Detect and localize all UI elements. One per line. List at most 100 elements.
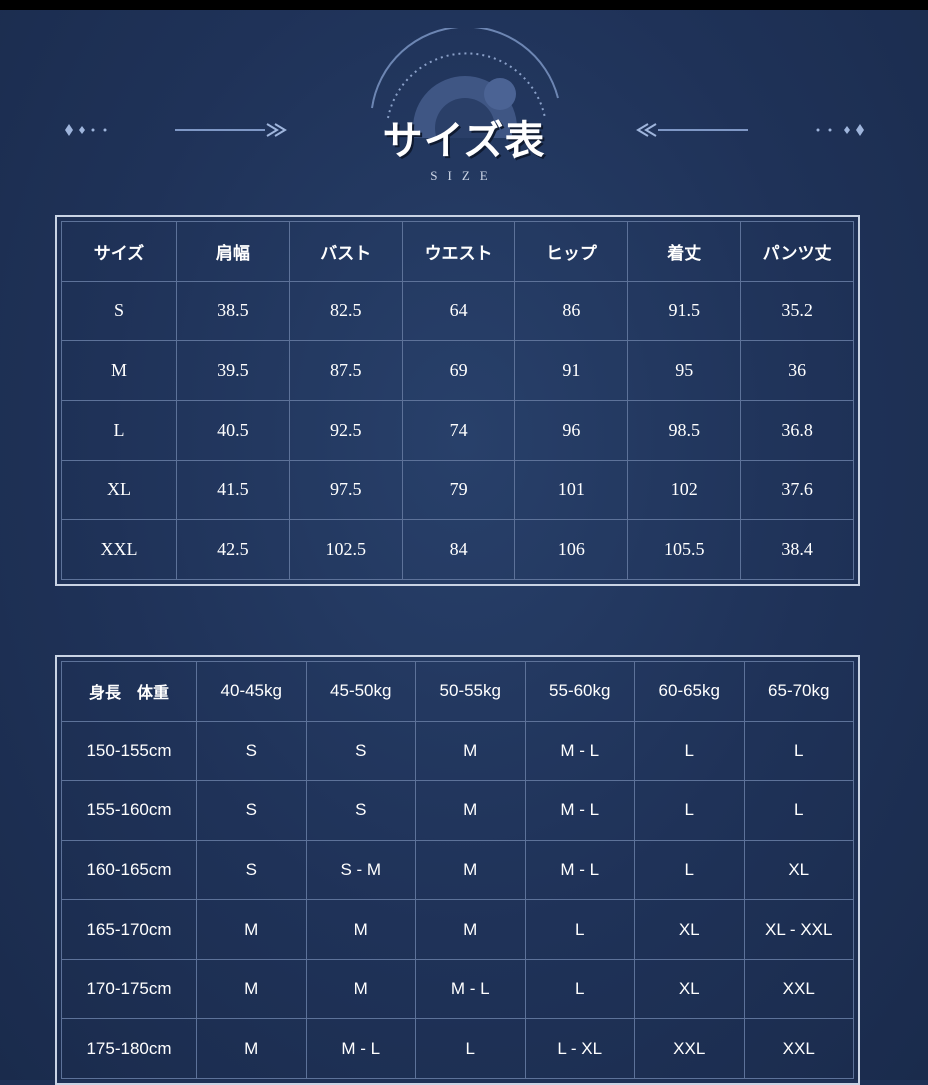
table-cell: 91.5 [627, 280, 742, 342]
table-cell: S - M [305, 839, 416, 901]
column-header: サイズ [61, 221, 177, 282]
table-cell: 87.5 [288, 340, 403, 401]
column-header: ウエスト [401, 221, 516, 282]
table-cell: XL [61, 459, 177, 521]
table-cell: M [415, 899, 526, 960]
table-cell: S [305, 780, 416, 841]
table-cell: M [415, 839, 526, 901]
table-cell: M [305, 899, 416, 960]
table-cell: XL - XXL [743, 899, 854, 960]
table-cell: 175-180cm [61, 1018, 197, 1079]
column-header: 身長 体重 [61, 661, 197, 722]
table-row: M 39.5 87.5 69 91 95 36 [61, 340, 854, 401]
header-row: 身長 体重 40-45kg 45-50kg 50-55kg 55-60kg 60-65kg… [61, 661, 854, 722]
table-cell: 42.5 [176, 519, 290, 580]
table-cell: L [743, 720, 854, 782]
table-cell: 38.5 [176, 280, 290, 342]
table-cell: L [634, 720, 745, 782]
table-cell: 102 [627, 459, 742, 521]
table-cell: S [61, 280, 177, 342]
table-cell: M [61, 340, 177, 401]
left-ornament-icon [65, 123, 287, 137]
column-header: 40-45kg [196, 661, 307, 722]
table-cell: 155-160cm [61, 780, 197, 841]
table-cell: 95 [627, 340, 742, 401]
table-cell: L [743, 780, 854, 841]
table-cell: L [61, 399, 177, 461]
table-cell: 38.4 [740, 519, 854, 580]
column-header: パンツ丈 [740, 221, 854, 282]
top-bar [0, 0, 928, 10]
table-cell: 84 [401, 519, 516, 580]
table-cell: 150-155cm [61, 720, 197, 782]
column-header: ヒップ [514, 221, 629, 282]
table-cell: XL [634, 958, 745, 1020]
table-cell: M - L [415, 958, 526, 1020]
table-cell: M [196, 958, 307, 1020]
table-cell: 102.5 [288, 519, 403, 580]
table-cell: 79 [401, 459, 516, 521]
table-cell: 82.5 [288, 280, 403, 342]
table-cell: 92.5 [288, 399, 403, 461]
table-cell: 165-170cm [61, 899, 197, 960]
column-header: 60-65kg [634, 661, 745, 722]
table-row: S 38.5 82.5 64 86 91.5 35.2 [61, 280, 854, 342]
column-header: 肩幅 [176, 221, 290, 282]
table-row: 165-170cm M M M L XL XL - XXL [61, 899, 854, 960]
table-cell: S [196, 780, 307, 841]
header-row: サイズ 肩幅 バスト ウエスト ヒップ 着丈 パンツ丈 [61, 221, 854, 282]
table-cell: 101 [514, 459, 629, 521]
table-cell: M - L [524, 839, 635, 901]
table-cell: M - L [524, 720, 635, 782]
table-cell: 64 [401, 280, 516, 342]
column-header: バスト [288, 221, 403, 282]
table-cell: L [634, 780, 745, 841]
column-header: 55-60kg [524, 661, 635, 722]
table-cell: M [196, 1018, 307, 1079]
table-cell: M - L [305, 1018, 416, 1079]
table-cell: S [305, 720, 416, 782]
table-cell: XXL [634, 1018, 745, 1079]
table-cell: 36 [740, 340, 854, 401]
table-row: 170-175cm M M M - L L XL XXL [61, 958, 854, 1020]
table-cell: XXL [743, 1018, 854, 1079]
table-cell: 106 [514, 519, 629, 580]
table-cell: 74 [401, 399, 516, 461]
table-cell: XL [634, 899, 745, 960]
table-cell: 41.5 [176, 459, 290, 521]
table-cell: M [415, 720, 526, 782]
table-cell: 35.2 [740, 280, 854, 342]
table-cell: S [196, 720, 307, 782]
table-cell: XXL [61, 519, 177, 580]
page-subtitle: SIZE [430, 168, 498, 183]
table-cell: M [196, 899, 307, 960]
table-cell: XL [743, 839, 854, 901]
table-cell: 37.6 [740, 459, 854, 521]
gear-emblem-icon [371, 28, 559, 138]
column-header: 50-55kg [415, 661, 526, 722]
table-cell: 40.5 [176, 399, 290, 461]
table-row: XL 41.5 97.5 79 101 102 37.6 [61, 459, 854, 521]
column-header: 65-70kg [743, 661, 854, 722]
table-cell: 69 [401, 340, 516, 401]
page-title: サイズ表 [382, 118, 546, 164]
table-cell: 96 [514, 399, 629, 461]
table-cell: 86 [514, 280, 629, 342]
table-cell: M [305, 958, 416, 1020]
fit-table: 身長 体重 40-45kg 45-50kg 50-55kg 55-60kg 60-65kg… [55, 655, 860, 1085]
table-cell: L - XL [524, 1018, 635, 1079]
table-cell: 170-175cm [61, 958, 197, 1020]
table-cell: XXL [743, 958, 854, 1020]
table-cell: L [524, 899, 635, 960]
table-cell: M - L [524, 780, 635, 841]
table-cell: 105.5 [627, 519, 742, 580]
table-cell: 91 [514, 340, 629, 401]
table-cell: M [415, 780, 526, 841]
table-cell: 36.8 [740, 399, 854, 461]
table-cell: 39.5 [176, 340, 290, 401]
table-row: XXL 42.5 102.5 84 106 105.5 38.4 [61, 519, 854, 580]
table-cell: L [634, 839, 745, 901]
